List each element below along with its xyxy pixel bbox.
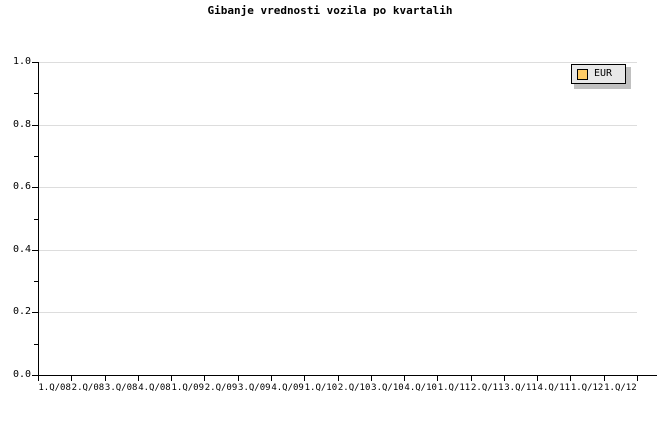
x-axis-tick-label: 4.Q/08: [138, 383, 171, 393]
x-axis-tick-label: 1.Q/11: [437, 383, 471, 393]
x-axis-tick: [138, 375, 139, 381]
x-axis-tick-label: 2.Q/09: [204, 383, 238, 393]
legend-label-eur: EUR: [594, 68, 613, 79]
y-axis-tick-major: [32, 312, 38, 314]
x-axis-tick-label: 3.Q/11: [504, 383, 537, 393]
x-axis-tick-label: 2.Q/11: [470, 383, 504, 393]
x-axis-tick: [570, 375, 571, 381]
x-axis-tick-label: 1.Q/12: [570, 383, 604, 393]
y-axis-tick-minor: [34, 93, 38, 95]
x-axis-tick-label: 2.Q/10: [337, 383, 371, 393]
x-axis-tick-label: 4.Q/11: [537, 383, 571, 393]
y-axis-tick-minor: [34, 218, 38, 220]
x-axis-tick: [38, 375, 39, 381]
y-axis-tick-label: 0.4: [12, 243, 31, 255]
x-axis-tick-label: 2.Q/08: [71, 383, 105, 393]
x-axis-tick-label: 1.Q/10: [304, 383, 338, 393]
y-axis-tick-label: 1.0: [12, 56, 31, 67]
x-axis-tick: [637, 375, 638, 381]
x-axis-tick-label: 1.Q/08: [38, 383, 71, 393]
y-axis-tick-label: 0.2: [12, 306, 31, 318]
gridline: [38, 187, 637, 189]
x-axis-tick: [304, 375, 305, 381]
y-axis-tick-major: [32, 124, 38, 126]
x-axis-tick: [71, 375, 72, 381]
y-axis-tick-major: [32, 249, 38, 251]
y-axis-line: [38, 62, 39, 376]
x-axis-tick: [437, 375, 438, 381]
x-axis-tick: [537, 375, 538, 381]
chart-legend[interactable]: EUR: [571, 64, 626, 84]
x-axis-tick: [271, 375, 272, 381]
x-axis-tick: [204, 375, 205, 381]
x-axis-tick-label: 4.Q/10: [404, 383, 437, 393]
x-axis-tick: [371, 375, 372, 381]
y-axis-tick-minor: [34, 281, 38, 283]
x-axis-tick-label: 3.Q/08: [104, 383, 138, 393]
x-axis-tick: [105, 375, 106, 381]
x-axis-tick: [471, 375, 472, 381]
y-axis-tick-label: 0.6: [12, 181, 31, 193]
y-axis-tick-label: 0.0: [12, 369, 31, 380]
x-axis-tick: [171, 375, 172, 381]
gridline: [38, 124, 637, 126]
chart-title: Gibanje vrednosti vozila po kvartalih: [207, 4, 453, 17]
y-axis-tick-major: [32, 375, 38, 376]
x-axis-tick-label: 3.Q/09: [238, 383, 271, 393]
legend-swatch-eur: [577, 68, 588, 80]
x-axis-tick-label: 1.Q/12: [604, 383, 637, 393]
gridline: [38, 249, 637, 251]
x-axis-tick-label: 3.Q/10: [371, 383, 404, 393]
y-axis-labels: 0.0 0.2 0.4 0.6 0.8 1.0: [0, 0, 31, 440]
y-axis-tick-minor: [34, 343, 38, 345]
x-axis-tick: [604, 375, 605, 381]
x-axis-tick: [338, 375, 339, 381]
x-axis-tick: [404, 375, 405, 381]
x-axis-tick-label: 1.Q/09: [171, 383, 205, 393]
x-axis-tick-label: 4.Q/09: [271, 383, 304, 393]
y-axis-tick-minor: [34, 155, 38, 157]
gridline: [38, 62, 637, 63]
y-axis-tick-major: [32, 62, 38, 63]
gridline: [38, 312, 637, 314]
plot-area: [38, 62, 637, 375]
x-axis-tick: [504, 375, 505, 381]
y-axis-tick-label: 0.8: [12, 118, 31, 130]
y-axis-tick-major: [32, 187, 38, 189]
x-axis-tick: [238, 375, 239, 381]
x-axis-line: [38, 375, 657, 376]
